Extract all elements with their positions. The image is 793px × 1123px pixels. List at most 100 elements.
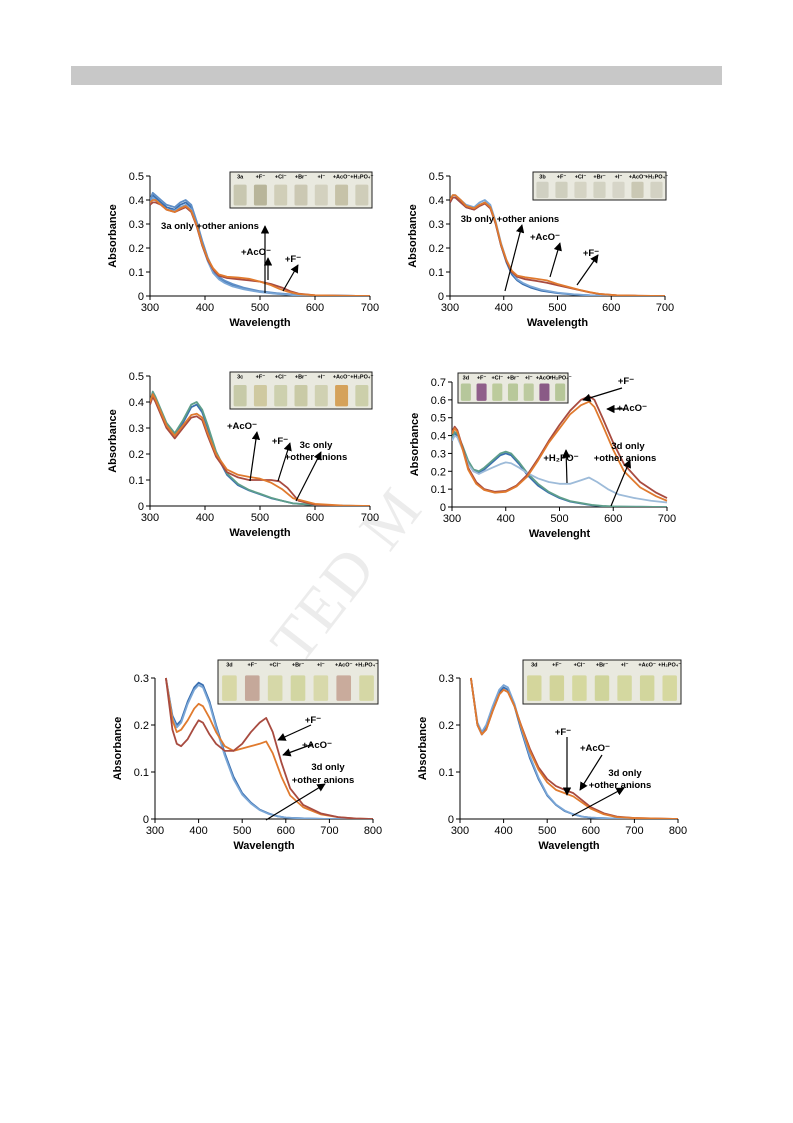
vial-label: 3d — [463, 376, 469, 382]
y-tick-label: 0 — [138, 501, 144, 513]
vial — [549, 675, 565, 701]
x-axis-title: Wavelength — [527, 317, 589, 329]
vial-label: +F⁻ — [248, 663, 258, 669]
vial-label: +H₂PO₄⁻ — [350, 175, 373, 181]
vial — [631, 181, 644, 199]
y-tick-label: 0 — [440, 502, 446, 514]
x-tick-label: 300 — [451, 825, 469, 837]
vial — [507, 383, 519, 401]
y-tick-label: 0 — [438, 291, 444, 303]
vial-label: 3a — [237, 175, 244, 181]
vial-label: +AcO⁻ — [335, 663, 353, 669]
annotation-label: +AcO⁻ — [302, 740, 332, 751]
annotation-label: +F⁻ — [583, 248, 599, 259]
x-tick-label: 700 — [361, 512, 379, 524]
vial — [253, 384, 267, 407]
annotations: +F⁻ +AcO⁻ 3d only +other anions — [265, 715, 354, 821]
x-tick-label: 600 — [602, 302, 620, 314]
annotation-arrow — [562, 449, 571, 484]
x-tick-label: 700 — [658, 513, 676, 525]
vial-label: +I⁻ — [317, 375, 325, 381]
annotation-label: 3d only — [311, 762, 345, 773]
vial-label: +AcO⁻ — [333, 375, 351, 381]
series-line-1 — [470, 677, 678, 819]
y-axis-title: Absorbance — [407, 204, 419, 268]
y-axis-title: Absorbance — [112, 717, 124, 781]
vial — [536, 181, 549, 199]
annotation-label: +F⁻ — [555, 727, 571, 738]
vial — [336, 675, 352, 701]
x-tick-label: 500 — [251, 302, 269, 314]
axes: 0 0.1 0.2 0.3 0.4 0.5 0.6 0.7 300 400 500 600 700 — [431, 377, 676, 525]
annotations: +F⁻ +AcO⁻ +H₂PO⁻ 3d only+other anions — [543, 376, 657, 507]
y-tick-label: 0.3 — [429, 219, 444, 231]
vial — [355, 384, 369, 407]
header-bar — [71, 66, 722, 85]
vial-label: +F⁻ — [256, 175, 266, 181]
x-tick-label: 500 — [548, 302, 566, 314]
chart-3b: 0 0.1 0.2 0.3 0.4 0.5 300 400 500 600 700 Wavelengt… — [407, 171, 674, 329]
vial-photo-inset: 3b +F⁻ +Cl⁻ +Br⁻ +I⁻ +AcO⁻+H₂PO₄⁻ — [532, 171, 668, 201]
y-tick-label: 0.3 — [431, 448, 446, 460]
x-tick-label: 500 — [251, 512, 269, 524]
vial — [335, 184, 349, 206]
y-tick-label: 0.3 — [439, 673, 454, 685]
series-line-1 — [452, 431, 668, 507]
series-line-1 — [150, 390, 371, 506]
vial-label: +Cl⁻ — [275, 175, 287, 181]
x-tick-label: 300 — [141, 512, 159, 524]
vial — [274, 384, 288, 407]
chart-3a: 0 0.1 0.2 0.3 0.4 0.5 300 400 500 600 700 Wavelengt… — [107, 171, 379, 329]
annotation-label: 3c only — [300, 440, 333, 451]
y-tick-label: 0.1 — [431, 484, 446, 496]
annotation-label: 3d only — [608, 768, 642, 779]
vial-label: +H₂PO₄⁻ — [658, 663, 681, 669]
vial — [639, 675, 655, 701]
annotation-label: +AcO⁻ — [227, 421, 257, 432]
vial-label: +F⁻ — [552, 663, 562, 669]
y-tick-label: 0.7 — [431, 377, 446, 389]
vial — [294, 184, 308, 206]
vial-label: +I⁻ — [525, 376, 533, 382]
vial-label: +F⁻ — [557, 175, 567, 181]
vial-label: +Cl⁻ — [275, 375, 287, 381]
vial — [650, 181, 663, 199]
annotation-label: +H₂PO⁻ — [543, 453, 578, 464]
series-group — [470, 677, 679, 819]
series-line-4 — [150, 199, 371, 296]
vial-label: +H₂PO₄⁻ — [549, 376, 572, 382]
x-tick-label: 400 — [196, 302, 214, 314]
annotation-label: +F⁻ — [285, 254, 301, 265]
x-tick-label: 800 — [669, 825, 687, 837]
annotation-arrow — [504, 224, 525, 292]
annotation-arrow — [610, 459, 631, 507]
vial — [572, 675, 587, 701]
annotation-label: +AcO⁻ — [580, 743, 610, 754]
series-line-0 — [150, 393, 371, 506]
annotation-label: +other anions — [594, 453, 657, 464]
vial — [662, 675, 677, 701]
y-tick-label: 0.1 — [429, 267, 444, 279]
vial — [359, 675, 374, 701]
vial — [253, 184, 267, 206]
x-axis-title: Wavelenght — [529, 528, 591, 540]
vial-label: +Br⁻ — [292, 663, 304, 669]
y-tick-label: 0.4 — [129, 195, 144, 207]
vial-label: 3d — [531, 663, 537, 669]
series-line-2 — [450, 196, 666, 296]
vial-label: +Cl⁻ — [269, 663, 281, 669]
vial — [539, 383, 550, 401]
vial — [523, 383, 534, 401]
vial-label: +H₂PO₄⁻ — [645, 175, 668, 181]
annotation-label: +F⁻ — [305, 715, 321, 726]
y-tick-label: 0.2 — [129, 243, 144, 255]
vial-label: +I⁻ — [317, 663, 325, 669]
vial — [290, 675, 306, 701]
vial-label: +AcO⁻ — [536, 376, 554, 382]
vial — [527, 675, 542, 701]
annotation-label: 3b only +other anions — [461, 214, 559, 225]
y-tick-label: 0.5 — [129, 371, 144, 383]
vial-label: +Br⁻ — [507, 376, 519, 382]
series-line-3 — [470, 677, 679, 819]
series-line-2 — [150, 395, 371, 506]
